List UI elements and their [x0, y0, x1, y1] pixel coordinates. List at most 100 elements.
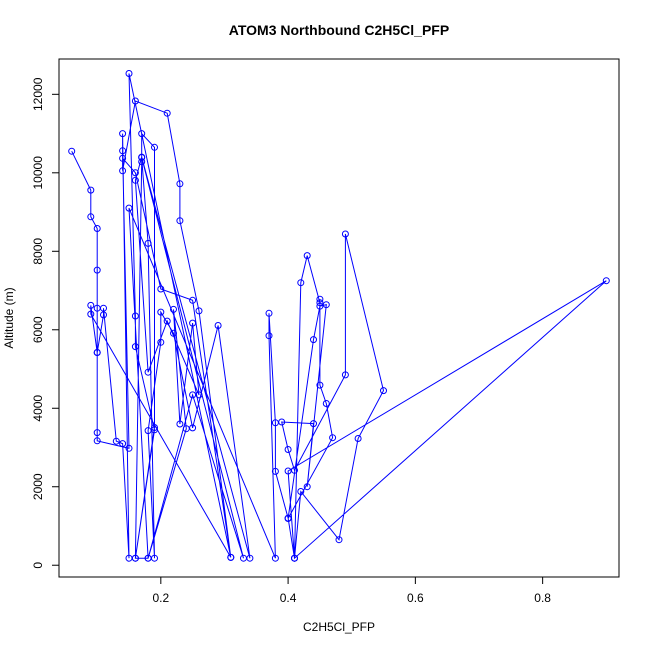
- data-point: [144, 368, 152, 376]
- data-point: [119, 167, 127, 175]
- data-point: [271, 554, 279, 562]
- data-point: [144, 554, 152, 562]
- data-point: [246, 554, 254, 562]
- data-point: [284, 467, 292, 475]
- data-point: [329, 434, 337, 442]
- y-tick-label: 8000: [31, 238, 45, 265]
- data-point: [341, 371, 349, 379]
- data-point: [176, 217, 184, 225]
- data-point: [316, 381, 324, 389]
- data-point: [341, 230, 349, 238]
- data-point: [144, 427, 152, 435]
- data-point: [119, 130, 127, 138]
- data-point: [322, 400, 330, 407]
- data-point: [157, 338, 165, 346]
- x-axis-label: C2H5Cl_PFP: [303, 620, 375, 634]
- series-group: [68, 70, 610, 562]
- data-point: [176, 420, 184, 428]
- x-tick-label: 0.4: [280, 591, 297, 605]
- data-point: [176, 180, 184, 188]
- chart-title: ATOM3 Northbound C2H5Cl_PFP: [229, 22, 449, 38]
- data-point: [131, 554, 139, 562]
- data-point: [125, 70, 133, 77]
- data-point: [303, 252, 311, 260]
- y-axis-label: Altitude (m): [2, 287, 16, 348]
- y-tick-label: 4000: [31, 395, 45, 422]
- data-point: [93, 429, 101, 437]
- data-point: [265, 309, 273, 317]
- data-point: [291, 554, 298, 562]
- data-point: [131, 312, 139, 320]
- data-point: [303, 483, 311, 491]
- y-tick-label: 10000: [31, 156, 45, 190]
- data-point: [278, 418, 286, 426]
- data-point: [227, 553, 235, 561]
- data-point: [322, 301, 330, 309]
- data-point: [151, 424, 158, 431]
- data-point: [93, 266, 101, 274]
- data-point: [214, 322, 222, 329]
- data-point: [93, 225, 101, 232]
- x-tick-label: 0.2: [152, 591, 169, 605]
- data-point: [100, 304, 107, 312]
- data-point: [87, 301, 95, 309]
- data-point: [354, 435, 362, 442]
- data-point: [195, 391, 203, 399]
- data-point: [284, 515, 292, 522]
- data-point: [157, 308, 165, 316]
- data-point: [163, 317, 171, 325]
- data-point: [316, 299, 324, 307]
- data-point: [131, 343, 139, 351]
- data-point: [87, 310, 95, 318]
- data-point: [144, 239, 152, 247]
- data-point: [138, 130, 146, 138]
- data-point: [125, 444, 133, 452]
- data-point: [310, 336, 317, 344]
- data-point: [151, 143, 158, 151]
- y-tick-label: 2000: [31, 473, 45, 500]
- data-point: [163, 109, 171, 117]
- data-point: [189, 296, 197, 304]
- data-point: [189, 319, 197, 327]
- data-point: [87, 186, 95, 194]
- y-axis: 0 2000 4000 6000 8000 10000 12000: [31, 77, 60, 569]
- data-point: [100, 311, 107, 319]
- data-point: [138, 153, 146, 161]
- y-tick-label: 12000: [31, 77, 45, 111]
- data-point: [119, 154, 127, 162]
- data-point: [112, 437, 120, 445]
- y-tick-label: 0: [31, 562, 45, 569]
- data-point: [131, 176, 139, 184]
- data-point: [182, 425, 190, 433]
- data-point: [131, 169, 139, 177]
- data-point: [119, 147, 127, 155]
- y-tick-label: 6000: [31, 316, 45, 343]
- data-point: [138, 158, 146, 166]
- data-point: [271, 467, 279, 475]
- data-point: [87, 213, 95, 221]
- data-point: [93, 437, 101, 445]
- data-point: [316, 302, 324, 310]
- data-point: [170, 305, 177, 313]
- data-point: [335, 536, 343, 544]
- data-point: [380, 387, 387, 395]
- data-point: [68, 147, 76, 155]
- data-point: [265, 332, 273, 340]
- data-point: [131, 97, 139, 105]
- x-axis: 0.2 0.4 0.6 0.8: [152, 576, 551, 605]
- data-point: [157, 285, 165, 293]
- data-point: [316, 295, 324, 303]
- data-point: [310, 420, 317, 428]
- data-point: [119, 440, 127, 448]
- data-point: [125, 204, 133, 212]
- data-point: [284, 446, 292, 453]
- x-tick-label: 0.8: [534, 591, 551, 605]
- data-point: [297, 279, 305, 287]
- x-tick-label: 0.6: [407, 591, 424, 605]
- data-point: [297, 488, 305, 495]
- data-point: [195, 307, 203, 315]
- data-point: [602, 277, 610, 285]
- data-point: [93, 349, 101, 356]
- data-point: [170, 329, 177, 337]
